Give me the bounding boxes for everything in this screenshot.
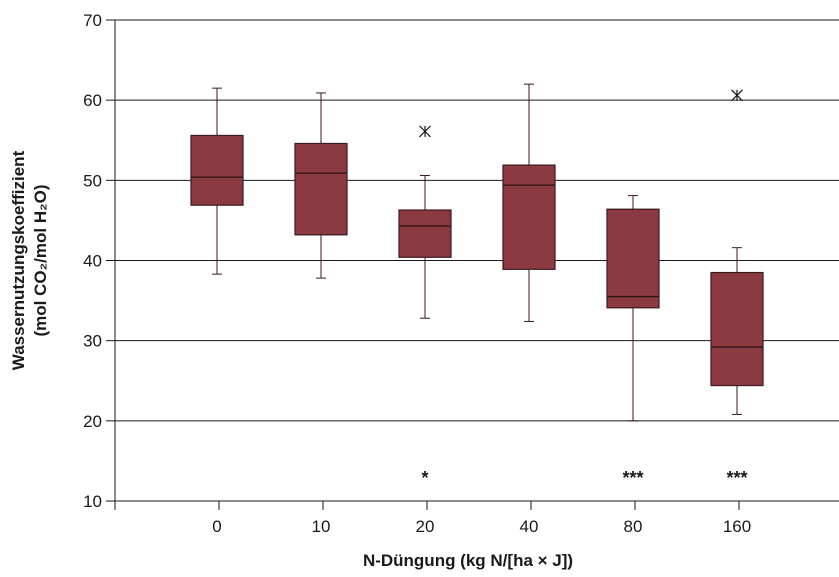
y-tick-label: 20: [83, 412, 102, 431]
y-axis-title-line-2: (mol CO₂/mol H₂O): [31, 184, 50, 336]
box-series: [190, 83, 764, 422]
x-tick-label: 40: [520, 517, 539, 536]
box-160: [710, 89, 764, 415]
x-tick-label: 80: [624, 517, 643, 536]
x-tick-label: 160: [723, 517, 751, 536]
y-tick-label: 60: [83, 91, 102, 110]
x-axis-title: N-Düngung (kg N/[ha × J]): [363, 551, 573, 570]
box-iqr: [710, 271, 764, 387]
box-80: [606, 195, 660, 422]
significance-markers: * *** ***: [421, 468, 747, 488]
x-tick-label: 20: [416, 517, 435, 536]
y-tick-label: 40: [83, 252, 102, 271]
y-axis-title-line-1: Wassernutzungskoeffizient: [9, 150, 28, 370]
significance-label: *: [421, 468, 428, 488]
significance-label: ***: [622, 468, 643, 488]
y-tick-label: 10: [83, 492, 102, 511]
outlier-marker: [731, 89, 743, 102]
box-0: [190, 87, 244, 275]
box-20: [398, 125, 452, 319]
box-iqr: [606, 208, 660, 309]
box-10: [294, 92, 348, 279]
x-tick-label: 10: [312, 517, 331, 536]
box-iqr: [502, 164, 556, 270]
box-iqr: [294, 142, 348, 236]
significance-label: ***: [726, 468, 747, 488]
box-40: [502, 83, 556, 322]
x-axis-ticks: 0 10 20 40 80 160: [114, 501, 751, 536]
y-tick-label: 50: [83, 171, 102, 190]
y-axis-ticks: 10 20 30 40 50 60 70: [83, 11, 115, 511]
x-tick-label: 0: [212, 517, 221, 536]
outlier-marker: [419, 125, 431, 138]
box-iqr: [190, 134, 244, 206]
y-tick-label: 70: [83, 11, 102, 30]
y-axis-title: Wassernutzungskoeffizient (mol CO₂/mol H…: [9, 150, 50, 370]
box-iqr: [398, 209, 452, 258]
y-tick-label: 30: [83, 332, 102, 351]
